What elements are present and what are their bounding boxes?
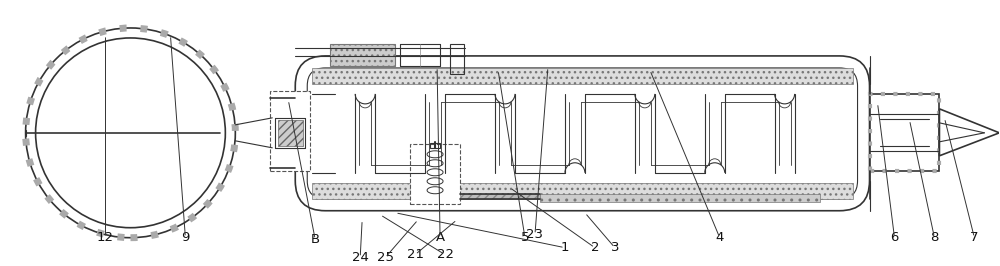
Circle shape bbox=[26, 28, 235, 238]
Circle shape bbox=[36, 38, 225, 228]
Bar bbox=[460, 194, 540, 199]
Text: 5: 5 bbox=[521, 231, 529, 244]
Bar bbox=[330, 44, 395, 66]
Text: 12: 12 bbox=[97, 231, 114, 244]
Text: 25: 25 bbox=[377, 251, 394, 264]
Text: 21: 21 bbox=[407, 248, 424, 261]
Bar bbox=[278, 120, 303, 146]
FancyBboxPatch shape bbox=[295, 56, 870, 211]
Text: 22: 22 bbox=[437, 248, 454, 261]
Text: 1: 1 bbox=[561, 241, 569, 254]
Polygon shape bbox=[939, 109, 999, 156]
Text: 6: 6 bbox=[890, 231, 899, 244]
Text: 9: 9 bbox=[181, 231, 190, 244]
Bar bbox=[270, 91, 310, 171]
Bar bbox=[410, 144, 460, 204]
FancyBboxPatch shape bbox=[307, 68, 858, 199]
Text: 3: 3 bbox=[611, 241, 619, 254]
Text: 7: 7 bbox=[970, 231, 979, 244]
Text: 4: 4 bbox=[716, 231, 724, 244]
Text: 8: 8 bbox=[930, 231, 939, 244]
Text: B: B bbox=[311, 233, 320, 246]
Text: 2: 2 bbox=[591, 241, 599, 254]
Text: A: A bbox=[436, 231, 445, 244]
Bar bbox=[450, 44, 464, 74]
Bar bbox=[312, 68, 853, 84]
Text: 23: 23 bbox=[526, 228, 543, 241]
Bar bbox=[540, 194, 820, 202]
Text: 24: 24 bbox=[352, 251, 369, 264]
Bar bbox=[430, 143, 440, 148]
Bar bbox=[312, 183, 853, 199]
Bar bbox=[870, 94, 939, 171]
Bar bbox=[870, 94, 939, 171]
